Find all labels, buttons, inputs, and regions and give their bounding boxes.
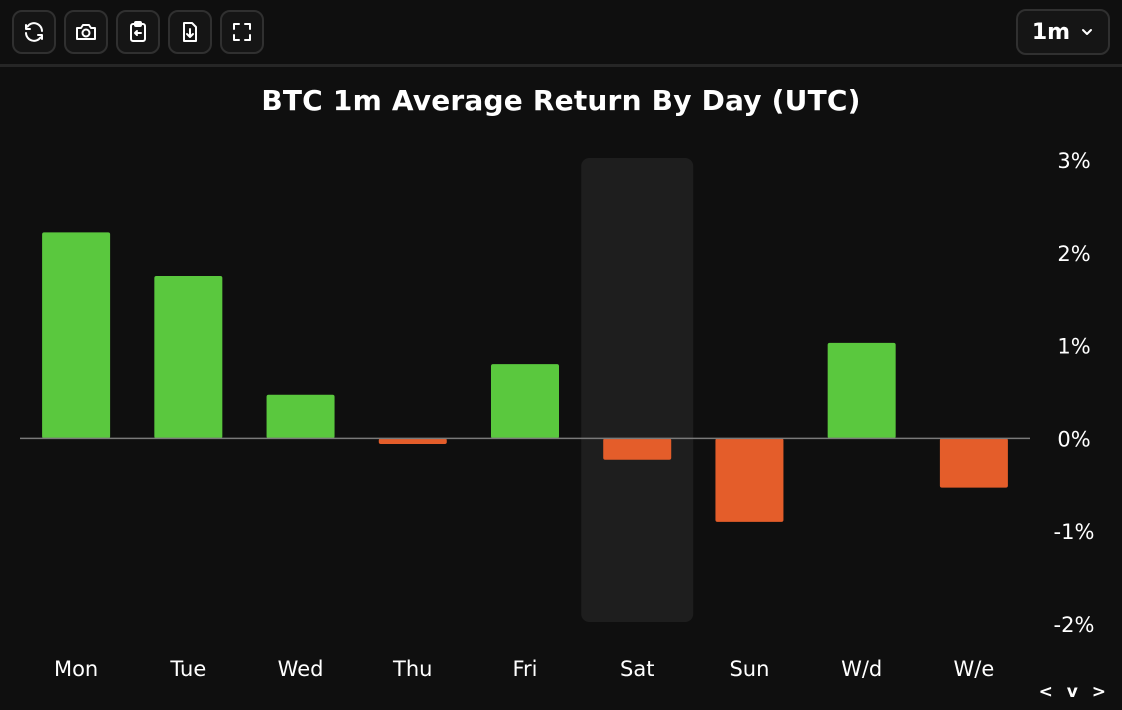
- timeframe-value: 1m: [1031, 19, 1071, 45]
- toolbar-divider: [0, 64, 1122, 67]
- y-tick-label: -2%: [1054, 613, 1095, 637]
- chart-nav-arrows[interactable]: < v >: [1038, 682, 1110, 702]
- bar-wed: [266, 394, 335, 439]
- x-tick-label: Tue: [169, 657, 206, 681]
- x-tick-label: Sat: [620, 657, 654, 681]
- highlight-band: [581, 158, 694, 622]
- clipboard-icon: [130, 21, 146, 42]
- x-tick-label: W/d: [841, 657, 882, 681]
- chart-toolbar: 1m: [0, 0, 1122, 64]
- timeframe-select[interactable]: 1m: [1016, 9, 1110, 55]
- x-tick-label: Mon: [54, 657, 98, 681]
- download-file-icon: [183, 22, 197, 42]
- bar-mon: [42, 232, 111, 439]
- refresh-button[interactable]: [12, 10, 56, 54]
- bar-tue: [154, 276, 223, 439]
- copy-clipboard-button[interactable]: [116, 10, 160, 54]
- camera-icon: [76, 24, 96, 40]
- bar-sun: [715, 438, 784, 522]
- x-tick-label: Wed: [278, 657, 324, 681]
- x-tick-label: Sun: [729, 657, 769, 681]
- x-tick-label: Thu: [392, 657, 432, 681]
- y-tick-label: -1%: [1054, 520, 1095, 544]
- bar-we: [939, 438, 1008, 488]
- refresh-icon: [25, 22, 43, 42]
- y-tick-label: 2%: [1057, 242, 1090, 266]
- x-tick-label: W/e: [954, 657, 995, 681]
- screenshot-button[interactable]: [64, 10, 108, 54]
- fullscreen-button[interactable]: [220, 10, 264, 54]
- bar-thu: [378, 438, 447, 444]
- y-tick-label: 0%: [1057, 427, 1090, 451]
- bar-wd: [827, 342, 896, 439]
- download-button[interactable]: [168, 10, 212, 54]
- bar-sat: [603, 438, 672, 460]
- bar-fri: [491, 364, 559, 439]
- x-tick-label: Fri: [512, 657, 537, 681]
- fullscreen-icon: [233, 23, 251, 41]
- chevron-down-icon: [1082, 29, 1093, 35]
- y-tick-label: 1%: [1057, 335, 1090, 359]
- y-tick-label: 3%: [1057, 149, 1090, 173]
- chart-title: BTC 1m Average Return By Day (UTC): [261, 84, 861, 117]
